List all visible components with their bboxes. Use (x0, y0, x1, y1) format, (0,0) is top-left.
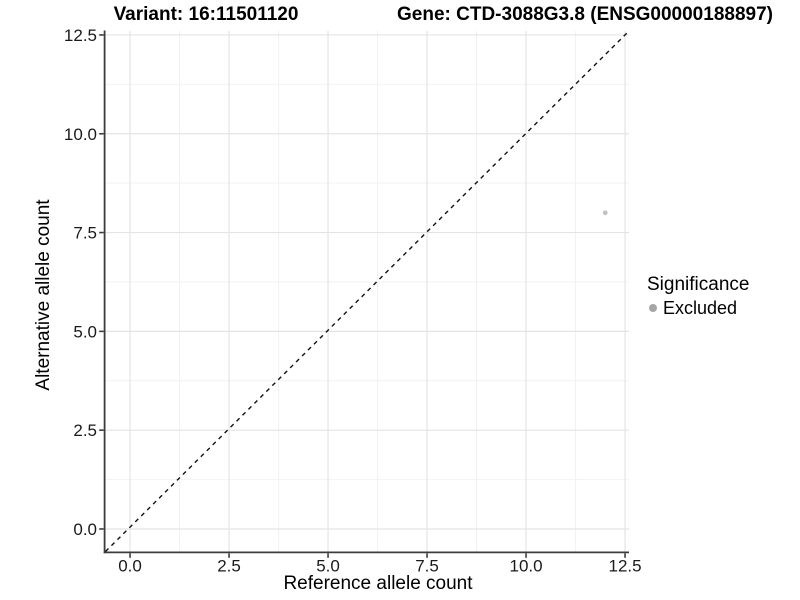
y-tick-label: 0.0 (73, 520, 97, 539)
data-point (602, 210, 608, 216)
y-tick-label: 2.5 (73, 421, 97, 440)
legend: Significance Excluded (647, 274, 749, 318)
x-tick-label: 7.5 (415, 557, 439, 576)
x-tick-label: 12.5 (608, 557, 641, 576)
x-tick-label: 0.0 (118, 557, 142, 576)
legend-item-label: Excluded (663, 298, 738, 318)
plot-title-gene: Gene: CTD-3088G3.8 (ENSG00000188897) (397, 4, 773, 25)
y-axis-label: Alternative allele count (33, 199, 54, 391)
excluded-point-icon (649, 304, 657, 312)
x-tick-label: 5.0 (316, 557, 340, 576)
y-tick-label: 10.0 (64, 125, 97, 144)
x-tick-label: 10.0 (509, 557, 542, 576)
y-tick-label: 12.5 (64, 26, 97, 45)
legend-item-excluded: Excluded (647, 298, 749, 318)
y-tick-label: 7.5 (73, 224, 97, 243)
plot-title-variant: Variant: 16:11501120 (113, 4, 299, 25)
x-axis-label: Reference allele count (283, 573, 473, 594)
identity-line (105, 30, 630, 552)
y-tick-label: 5.0 (73, 322, 97, 341)
legend-title: Significance (647, 274, 750, 295)
x-tick-label: 2.5 (217, 557, 241, 576)
